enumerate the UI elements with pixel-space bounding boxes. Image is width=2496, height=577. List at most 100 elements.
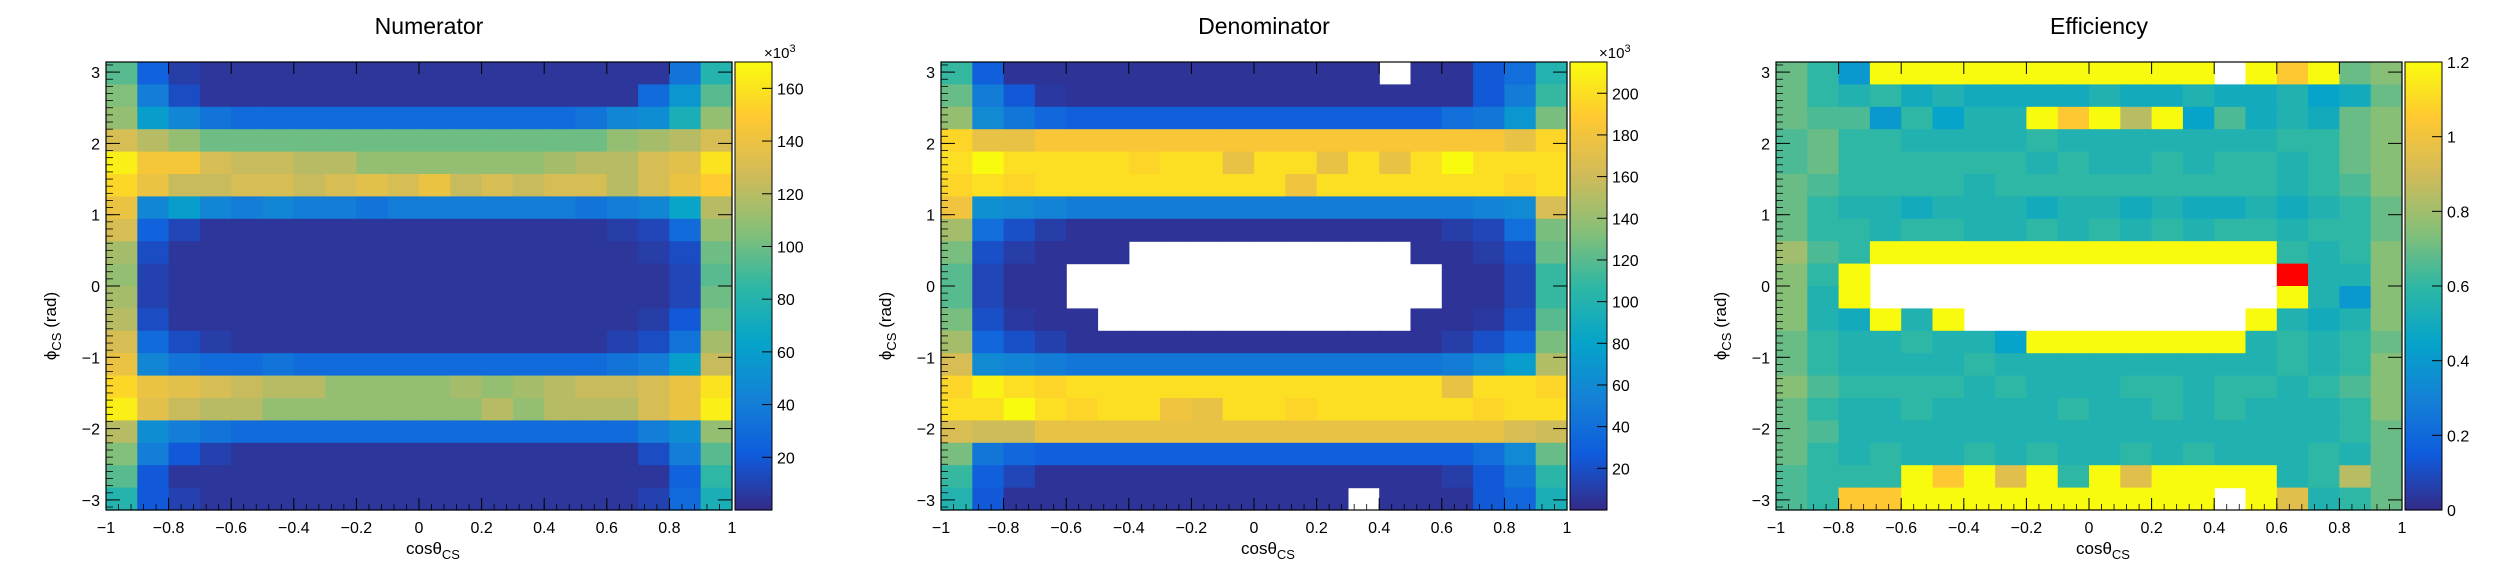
heatmap-cell — [419, 353, 451, 377]
color-scale-band — [1570, 165, 1607, 169]
color-scale-band — [2405, 174, 2442, 178]
color-scale-band — [1570, 473, 1607, 477]
heatmap-cell — [669, 353, 702, 377]
y-tick-label: −2 — [82, 422, 100, 439]
color-scale-band — [1570, 224, 1607, 228]
heatmap-cell — [168, 151, 201, 175]
color-scale-band — [2405, 263, 2442, 267]
heatmap-cell — [2026, 420, 2059, 444]
heatmap-cell — [941, 174, 973, 197]
heatmap-cell — [2089, 420, 2121, 444]
heatmap-cell — [481, 308, 514, 332]
heatmap-cell — [1379, 106, 1412, 130]
heatmap-cell — [700, 465, 733, 489]
heatmap-cell — [387, 174, 420, 197]
heatmap-cell — [1222, 420, 1255, 444]
heatmap-cell — [1441, 375, 1474, 399]
heatmap-cell — [2120, 241, 2153, 265]
color-scale-band — [2405, 465, 2442, 469]
color-scale-band — [2405, 140, 2442, 144]
heatmap-cell — [512, 174, 545, 197]
heatmap-cell — [1473, 263, 1505, 287]
heatmap-cell — [669, 62, 702, 85]
heatmap-cell — [2214, 196, 2247, 220]
heatmap-cell — [419, 129, 451, 153]
heatmap-cell — [972, 330, 1005, 354]
heatmap-cell — [1003, 375, 1036, 399]
color-scale-band — [735, 157, 772, 161]
heatmap-cell — [106, 218, 138, 242]
heatmap-cell — [1776, 62, 1808, 85]
heatmap-cell — [2151, 487, 2184, 511]
heatmap-cell — [512, 465, 545, 489]
color-scale-band — [1570, 140, 1607, 144]
color-scale-band — [735, 210, 772, 214]
color-scale-band — [735, 314, 772, 318]
color-scale-band — [2405, 493, 2442, 497]
heatmap-cell — [1776, 398, 1808, 421]
heatmap-cell — [1901, 330, 1934, 354]
heatmap-cell — [419, 420, 451, 444]
heatmap-cell — [1838, 442, 1871, 466]
heatmap-cell — [481, 218, 514, 242]
color-scale-band — [2405, 333, 2442, 337]
color-scale-band — [735, 378, 772, 382]
heatmap-cell — [168, 263, 201, 287]
heatmap-cell — [1003, 106, 1036, 130]
heatmap-cell — [1222, 218, 1255, 242]
color-scale-band — [1570, 350, 1607, 354]
color-scale-band — [735, 406, 772, 410]
heatmap-cell — [1807, 263, 1840, 287]
heatmap-cell — [137, 151, 170, 175]
heatmap-cell — [481, 353, 514, 377]
heatmap-cell — [1066, 62, 1099, 85]
heatmap-cell — [1034, 398, 1067, 421]
heatmap-cell — [1901, 106, 1934, 130]
heatmap-cell — [2026, 129, 2059, 153]
color-scale-band — [2405, 118, 2442, 122]
color-scale-band — [1570, 456, 1607, 461]
heatmap-cell — [638, 84, 670, 108]
heatmap-cell — [2245, 465, 2278, 489]
x-tick-label: 0.8 — [658, 520, 680, 537]
heatmap-cell — [2057, 420, 2090, 444]
heatmap-cell — [1379, 196, 1412, 220]
heatmap-cell — [325, 330, 357, 354]
heatmap-cell — [638, 353, 670, 377]
heatmap-cell — [1379, 442, 1412, 466]
heatmap-cell — [1504, 442, 1537, 466]
heatmap-cell — [512, 196, 545, 220]
heatmap-cell — [1901, 174, 1934, 197]
heatmap-cell — [356, 129, 389, 153]
color-scale-band — [735, 70, 772, 74]
heatmap-cell — [2276, 330, 2309, 354]
color-scale-band — [2405, 395, 2442, 399]
heatmap-cell — [669, 442, 702, 466]
heatmap-cell — [2276, 263, 2309, 287]
heatmap-cell — [137, 263, 170, 287]
heatmap-cell — [2089, 241, 2121, 265]
heatmap-cell — [2026, 62, 2059, 85]
heatmap-cell — [106, 241, 138, 265]
heatmap-cell — [1285, 487, 1318, 511]
heatmap-cell — [1901, 487, 1934, 511]
heatmap-cell — [1932, 465, 1965, 489]
color-scale-band — [1570, 67, 1607, 71]
heatmap-cell — [1097, 218, 1130, 242]
heatmap-cell — [1191, 375, 1224, 399]
heatmap-cell — [575, 151, 608, 175]
heatmap-cell — [1285, 196, 1318, 220]
color-scale-band — [735, 143, 772, 147]
color-scale-label: 100 — [777, 239, 804, 256]
color-scale-band — [2405, 232, 2442, 237]
heatmap-cell — [2370, 241, 2403, 265]
heatmap-cell — [1034, 62, 1067, 85]
color-scale-band — [735, 137, 772, 141]
heatmap-cell — [1441, 330, 1474, 354]
color-scale-band — [1570, 454, 1607, 458]
heatmap-cell — [1869, 420, 1902, 444]
color-scale-band — [1570, 151, 1607, 155]
heatmap-cell — [544, 442, 577, 466]
color-scale-band — [735, 224, 772, 228]
heatmap-cell — [1932, 487, 1965, 511]
